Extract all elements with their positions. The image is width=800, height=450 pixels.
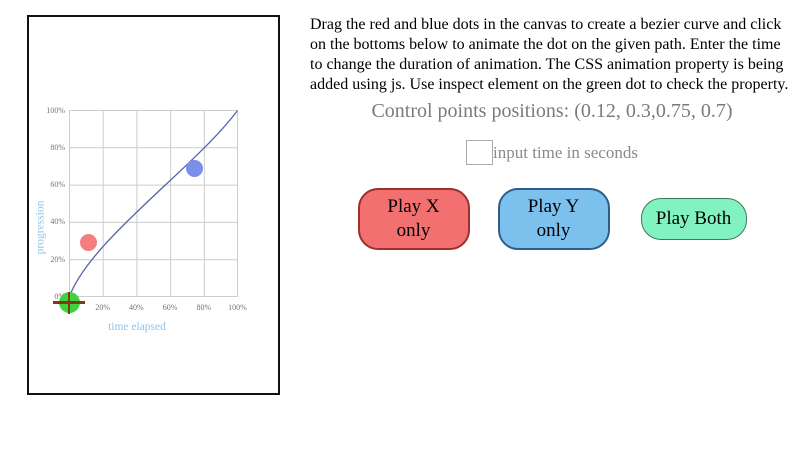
x-tick-60: 60% [162,303,178,312]
x-axis-label: time elapsed [108,321,166,333]
time-input-label: input time in seconds [493,142,638,162]
play-x-only-button[interactable]: Play X only [357,188,470,250]
x-tick-100: 100% [228,303,247,312]
x-tick-80: 80% [196,303,212,312]
time-input[interactable] [466,140,494,165]
controls-panel: Drag the red and blue dots in the canvas… [310,15,794,250]
bezier-plot [69,110,238,297]
time-input-row: input time in seconds [310,140,794,165]
play-buttons-row: Play X only Play Y only Play Both [310,188,794,250]
y-tick-20: 20% [50,254,65,264]
bezier-curve-path [69,110,238,297]
y-tick-100: 100% [46,105,65,115]
play-y-only-button[interactable]: Play Y only [497,188,610,250]
bezier-canvas: 100% 80% 60% 40% 20% 0% 0% 20% 40% 60% 8… [27,15,280,395]
x-tick-40: 40% [129,303,144,312]
y-tick-60: 60% [50,180,65,190]
y-axis-label: progression [34,200,47,255]
origin-crosshair-vertical [67,291,71,314]
grid-lines [69,110,238,297]
blue-control-dot[interactable] [185,159,203,177]
control-points-heading: Control points positions: (0.12, 0.3,0.7… [371,100,733,122]
x-tick-20: 20% [95,303,111,312]
play-both-button[interactable]: Play Both [640,198,747,240]
instructions-text: Drag the red and blue dots in the canvas… [310,16,789,93]
y-tick-80: 80% [50,142,65,152]
red-control-dot[interactable] [79,233,97,251]
y-tick-40: 40% [50,217,65,227]
